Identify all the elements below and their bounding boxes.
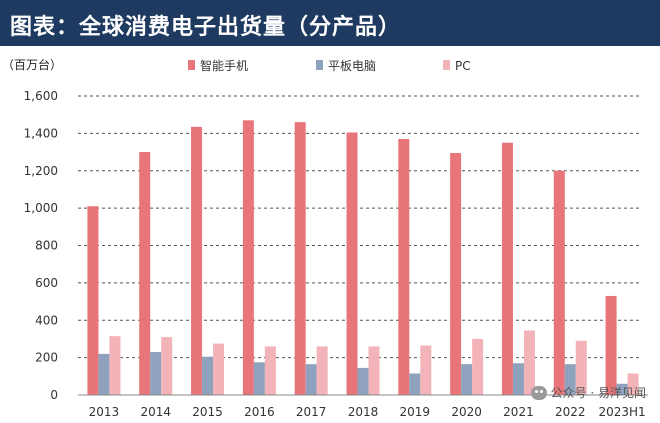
legend-label: PC	[455, 59, 471, 73]
y-tick-label: 1,400	[24, 126, 58, 140]
x-axis-ticks: 2013 2014 2015 2016 2017 2018 2019 2020 2021 2022…	[89, 405, 646, 419]
bars	[87, 120, 639, 396]
x-tick-label: 2021	[503, 405, 534, 419]
bar-tablet	[150, 352, 162, 395]
bar-smartphone	[242, 120, 254, 395]
chart-area: （百万台） 智能手机 平板电脑 PC 0 200 400 600 800 1,000 1,200…	[0, 46, 660, 423]
bar-chart: （百万台） 智能手机 平板电脑 PC 0 200 400 600 800 1,000 1,200…	[2, 57, 648, 419]
y-tick-label: 1,600	[24, 89, 58, 103]
bar-tablet	[357, 367, 369, 395]
y-tick-label: 1,000	[24, 201, 58, 215]
x-tick-label: 2016	[244, 405, 275, 419]
bar-smartphone	[294, 122, 306, 395]
wechat-icon	[530, 385, 547, 400]
bar-smartphone	[346, 132, 358, 396]
x-tick-label: 2023H1	[598, 405, 645, 419]
bar-smartphone	[450, 152, 462, 395]
legend-label: 智能手机	[200, 58, 248, 73]
grid-lines	[78, 95, 642, 359]
title-bar: 图表：全球消费电子出货量（分产品）	[0, 0, 660, 46]
bar-tablet	[461, 364, 473, 395]
bar-tablet	[616, 383, 628, 395]
legend-swatch	[188, 60, 195, 70]
y-tick-label: 1,200	[24, 164, 58, 178]
watermark-text: 公众号 · 易洋见闻	[550, 386, 646, 400]
bar-pc	[472, 338, 484, 395]
x-tick-label: 2015	[192, 405, 223, 419]
x-tick-label: 2018	[348, 405, 379, 419]
bar-pc	[109, 336, 121, 395]
x-tick-label: 2019	[400, 405, 431, 419]
bar-tablet	[409, 373, 421, 395]
bar-pc	[368, 346, 380, 395]
y-tick-label: 200	[35, 351, 58, 365]
y-unit-label: （百万台）	[2, 57, 62, 72]
bar-pc	[523, 330, 535, 395]
bar-smartphone	[87, 206, 99, 395]
bar-pc	[316, 346, 328, 395]
legend-swatch	[443, 60, 450, 70]
bar-smartphone	[139, 152, 151, 395]
bar-tablet	[305, 364, 317, 395]
bar-tablet	[253, 362, 265, 395]
bar-pc	[575, 340, 587, 395]
y-tick-label: 600	[35, 276, 58, 290]
legend-swatch	[316, 60, 323, 70]
watermark: 公众号 · 易洋见闻	[530, 384, 646, 401]
legend-label: 平板电脑	[328, 59, 376, 73]
x-tick-label: 2014	[140, 405, 171, 419]
bar-tablet	[202, 356, 214, 395]
bar-pc	[627, 373, 639, 395]
bar-tablet	[98, 353, 110, 395]
x-tick-label: 2022	[555, 405, 586, 419]
x-tick-label: 2020	[451, 405, 482, 419]
y-tick-label: 0	[50, 388, 58, 402]
bar-smartphone	[191, 126, 203, 395]
y-axis-ticks: 0 200 400 600 800 1,000 1,200 1,400 1,600	[24, 89, 58, 402]
y-tick-label: 400	[35, 313, 58, 327]
x-tick-label: 2017	[296, 405, 327, 419]
y-tick-label: 800	[35, 239, 58, 253]
page-title: 图表：全球消费电子出货量（分产品）	[10, 15, 402, 40]
bar-smartphone	[501, 142, 513, 395]
bar-pc	[264, 346, 276, 395]
x-tick-label: 2013	[89, 405, 120, 419]
bar-pc	[420, 345, 432, 395]
bar-smartphone	[398, 138, 410, 395]
bar-tablet	[564, 364, 576, 395]
bar-tablet	[512, 363, 524, 395]
bar-pc	[213, 343, 225, 395]
legend: 智能手机 平板电脑 PC	[188, 58, 471, 73]
bar-pc	[161, 337, 173, 395]
bar-smartphone	[605, 295, 617, 395]
bar-smartphone	[553, 170, 565, 395]
